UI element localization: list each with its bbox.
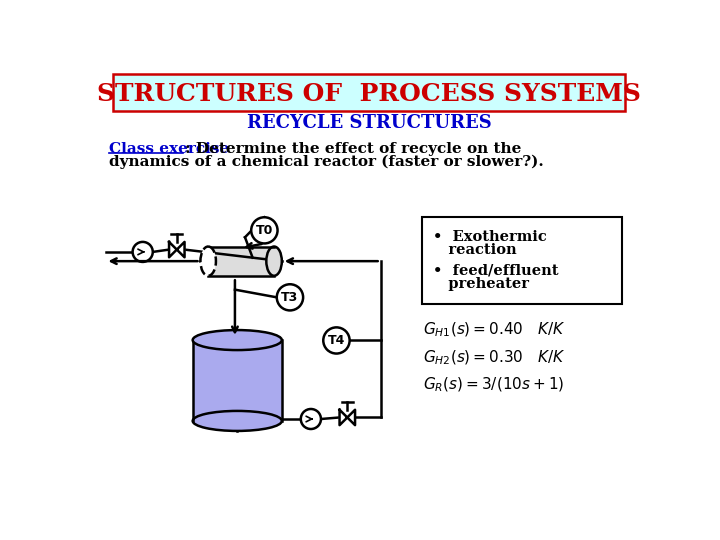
Circle shape: [132, 242, 153, 262]
Bar: [193, 340, 282, 421]
Ellipse shape: [193, 330, 282, 350]
Polygon shape: [177, 242, 184, 257]
Ellipse shape: [193, 411, 282, 431]
Text: •  feed/effluent: • feed/effluent: [433, 264, 558, 278]
Text: $G_R(s) = 3/(10s + 1)$: $G_R(s) = 3/(10s + 1)$: [423, 376, 564, 394]
Bar: [422, 217, 621, 303]
Text: T0: T0: [256, 224, 273, 237]
Polygon shape: [169, 242, 177, 257]
Text: reaction: reaction: [433, 244, 516, 258]
Circle shape: [301, 409, 321, 429]
Ellipse shape: [200, 247, 216, 276]
Text: preheater: preheater: [433, 278, 528, 291]
Polygon shape: [340, 410, 347, 425]
Text: RECYCLE STRUCTURES: RECYCLE STRUCTURES: [247, 114, 491, 132]
Bar: [208, 247, 274, 276]
Text: T4: T4: [328, 334, 345, 347]
Text: Class exercise: Class exercise: [109, 142, 230, 156]
Bar: [113, 74, 625, 111]
Text: : Determine the effect of recycle on the: : Determine the effect of recycle on the: [184, 142, 521, 156]
Text: •  Exothermic: • Exothermic: [433, 230, 546, 244]
Circle shape: [276, 284, 303, 310]
Text: $G_{H1}(s) = 0.40\quad K/K$: $G_{H1}(s) = 0.40\quad K/K$: [423, 320, 566, 339]
Text: T3: T3: [282, 291, 299, 304]
Text: dynamics of a chemical reactor (faster or slower?).: dynamics of a chemical reactor (faster o…: [109, 154, 544, 168]
Circle shape: [323, 327, 350, 354]
Polygon shape: [347, 410, 355, 425]
Text: $G_{H2}(s) = 0.30\quad K/K$: $G_{H2}(s) = 0.30\quad K/K$: [423, 348, 566, 367]
Ellipse shape: [266, 247, 282, 276]
Circle shape: [251, 217, 277, 244]
Text: STRUCTURES OF  PROCESS SYSTEMS: STRUCTURES OF PROCESS SYSTEMS: [97, 82, 641, 106]
